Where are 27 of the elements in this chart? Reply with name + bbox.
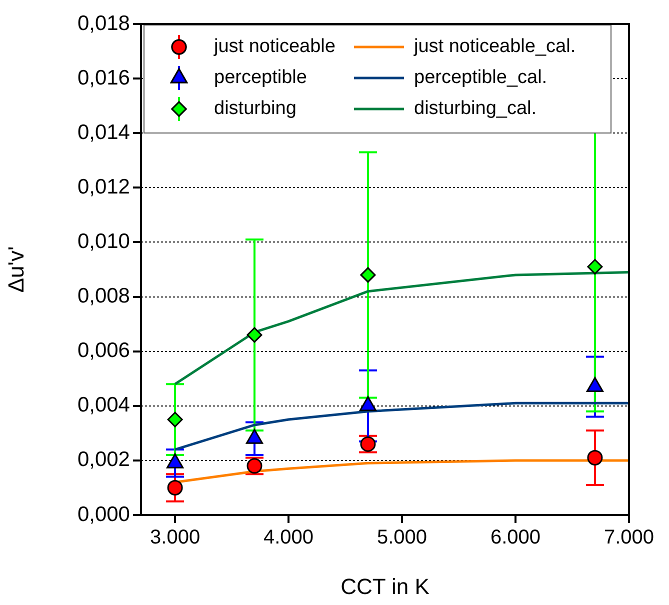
legend-label: just noticeable_cal. — [413, 36, 576, 58]
legend-label: just noticeable — [213, 36, 336, 58]
point — [167, 412, 183, 428]
y-tick-label: 0,008 — [77, 284, 130, 308]
y-tick-label: 0,018 — [77, 12, 130, 35]
legend-label: perceptible_cal. — [414, 67, 548, 88]
x-tick-label: 5.000 — [376, 526, 428, 549]
point — [360, 267, 376, 283]
y-tick-label: 0,000 — [77, 502, 130, 526]
x-axis-title: CCT in K — [340, 574, 430, 599]
y-tick-label: 0,012 — [77, 175, 130, 198]
y-tick-label: 0,016 — [77, 66, 130, 90]
legend-label: disturbing_cal. — [414, 98, 537, 120]
y-axis-title: Δu'v' — [3, 246, 28, 293]
legend-label: disturbing — [214, 98, 296, 120]
legend-label: perceptible — [214, 67, 307, 88]
y-tick-label: 0,004 — [77, 394, 130, 417]
x-tick-label: 3.000 — [150, 526, 200, 549]
point — [587, 259, 603, 275]
x-tick-label: 6.000 — [490, 526, 541, 549]
x-tick-label: 4.000 — [264, 526, 314, 549]
y-tick-label: 0,006 — [77, 339, 130, 362]
y-tick-label: 0,014 — [77, 120, 130, 144]
x-tick-label: 7.000 — [604, 526, 654, 549]
point — [246, 327, 262, 343]
y-tick-label: 0,010 — [77, 230, 130, 254]
y-tick-label: 0,002 — [77, 448, 130, 472]
